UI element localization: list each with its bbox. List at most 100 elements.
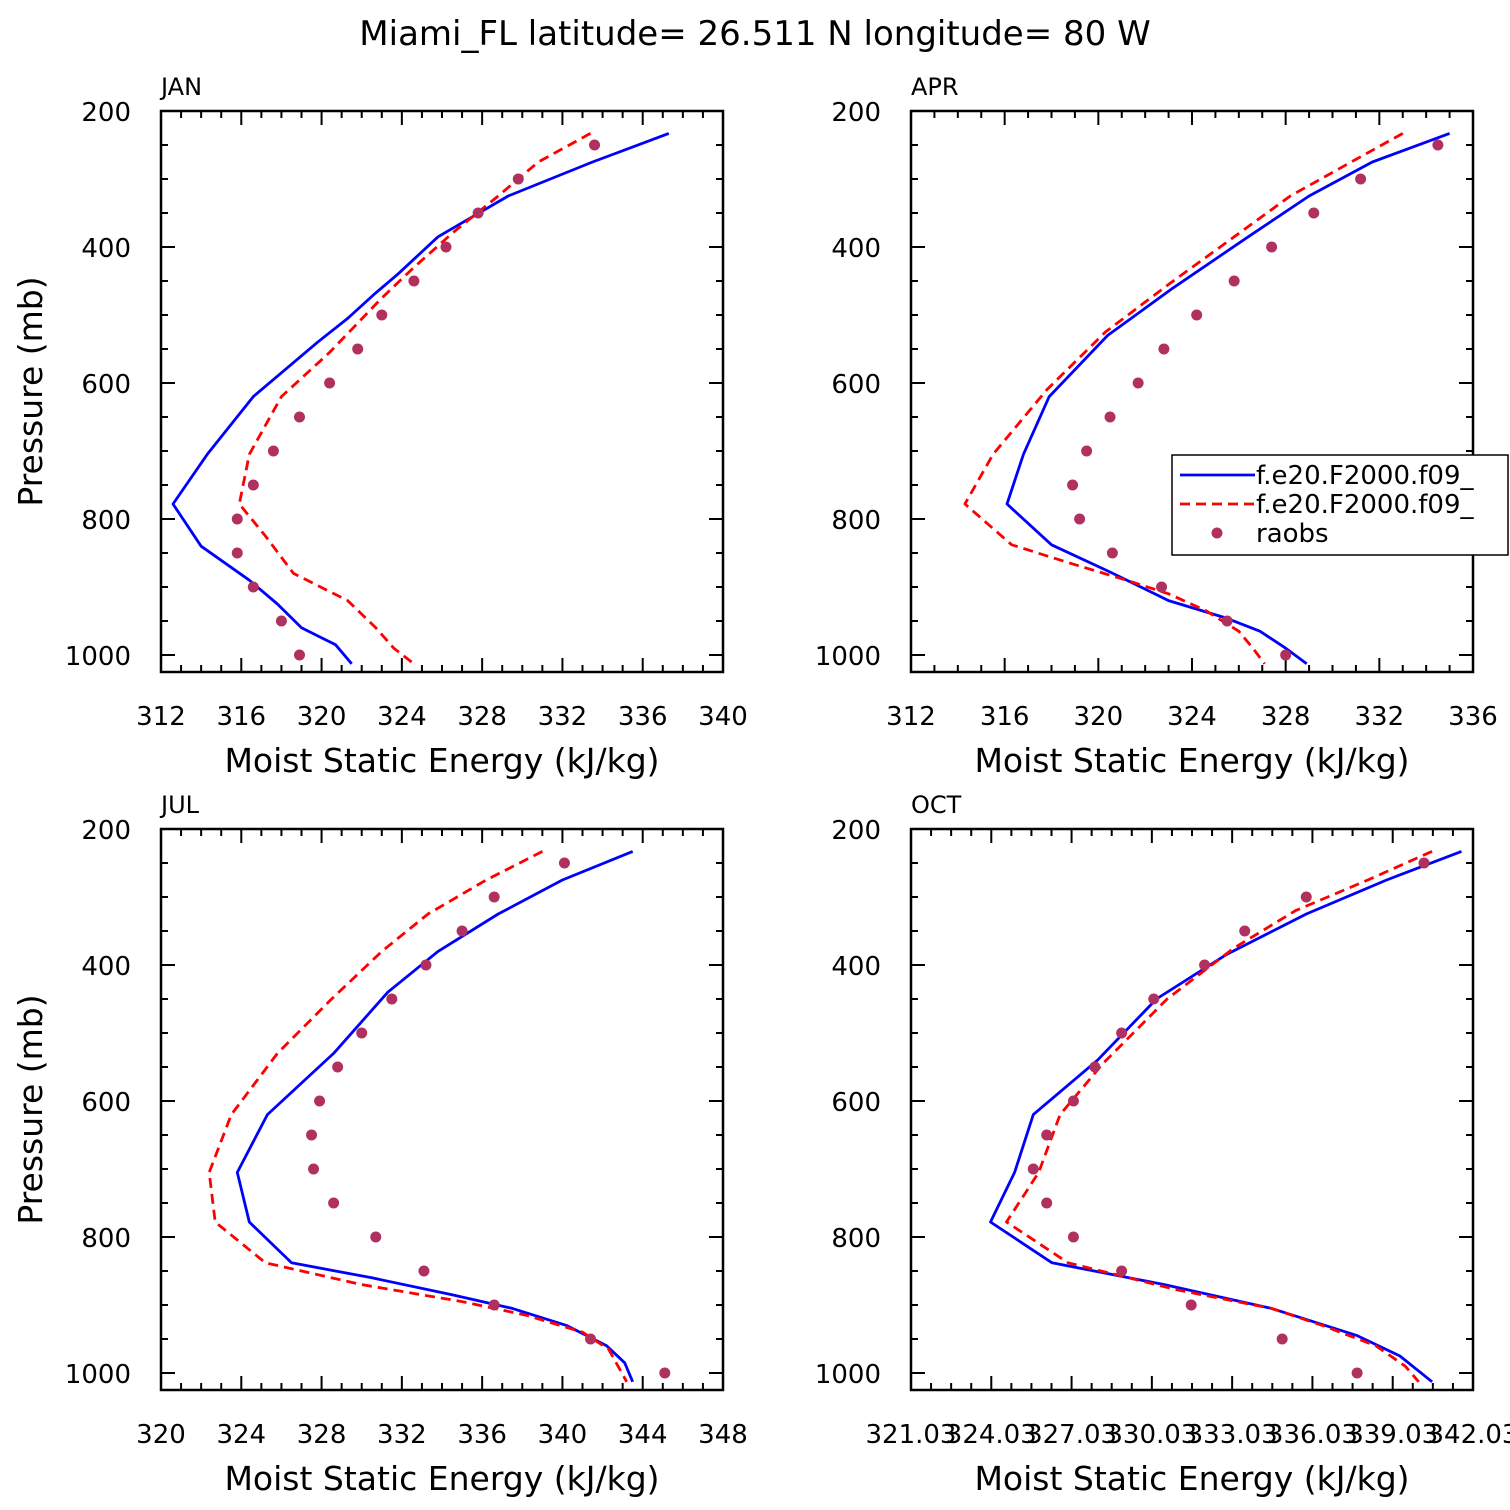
raobs-series: [306, 857, 671, 1379]
plot-area: [207, 850, 671, 1383]
raobs-point: [589, 139, 601, 151]
raobs-point: [1067, 1095, 1079, 1107]
y-tick-label: 1000: [65, 1360, 131, 1390]
y-axis-title: Pressure (mb): [11, 994, 50, 1224]
raobs-point: [1074, 513, 1086, 525]
x-tick-label: 328: [1261, 702, 1311, 732]
plot-area: [989, 850, 1462, 1383]
x-tick-label: 332: [377, 1420, 427, 1450]
raobs-point: [328, 1197, 340, 1209]
legend: f.e20.F2000.f09_f.e20.F2000.f09_raobs: [1171, 454, 1509, 556]
raobs-point: [324, 377, 336, 389]
panel-apr: APR 312 316 320 324 328 332 336 200 400 600 800 1000…: [815, 73, 1498, 780]
x-tick-label: 336: [457, 1420, 507, 1450]
x-tick-label: 332: [1355, 702, 1405, 732]
x-tick-label: 340: [538, 1420, 588, 1450]
panels: JAN 312 316 320 324 328 332 336 340 200 400 600 800 1…: [11, 73, 1510, 1498]
raobs-point: [1104, 411, 1116, 423]
raobs-series: [1067, 139, 1444, 661]
raobs-point: [247, 479, 259, 491]
x-tick-label: 316: [980, 702, 1030, 732]
y-tick-label: 1000: [815, 642, 881, 672]
raobs-point: [408, 275, 420, 287]
raobs-point: [1199, 959, 1211, 971]
plot-area: [171, 132, 670, 665]
raobs-point: [488, 891, 500, 903]
model-series-dashed: [963, 132, 1404, 665]
raobs-point: [1067, 1231, 1079, 1243]
raobs-point: [659, 1367, 671, 1379]
x-tick-label: 328: [457, 702, 507, 732]
raobs-point: [512, 173, 524, 185]
x-tick-label: 328: [297, 1420, 347, 1450]
y-tick-label: 800: [831, 1224, 881, 1254]
x-tick-label: 312: [136, 702, 186, 732]
y-tick-label: 1000: [65, 642, 131, 672]
plot-frame: [159, 827, 725, 1392]
raobs-point: [1351, 1367, 1363, 1379]
raobs-point: [456, 925, 468, 937]
panel-label: APR: [911, 73, 959, 101]
raobs-point: [1067, 479, 1079, 491]
x-tick-label: 340: [698, 702, 748, 732]
raobs-point: [1158, 343, 1170, 355]
y-tick-label: 400: [831, 952, 881, 982]
x-tick-label: 339.03: [1347, 1420, 1438, 1450]
figure-title: Miami_FL latitude= 26.511 N longitude= 8…: [359, 14, 1150, 54]
raobs-point: [1266, 241, 1278, 253]
raobs-point: [488, 1299, 500, 1311]
raobs-series: [231, 139, 601, 661]
panel-oct: OCT321.03324.03327.03330.03333.03336.033…: [815, 791, 1510, 1498]
raobs-point: [352, 343, 364, 355]
model-series-solid: [989, 850, 1462, 1383]
model-series-dashed: [207, 850, 628, 1383]
raobs-point: [1221, 615, 1233, 627]
y-tick-label: 400: [81, 234, 131, 264]
raobs-point: [1116, 1265, 1128, 1277]
y-tick-label: 200: [831, 816, 881, 846]
raobs-point: [275, 615, 287, 627]
y-tick-label: 200: [81, 98, 131, 128]
raobs-point: [472, 207, 484, 219]
raobs-point: [293, 411, 305, 423]
raobs-point: [585, 1333, 597, 1345]
y-tick-label: 600: [81, 370, 131, 400]
raobs-point: [1081, 445, 1093, 457]
panel-label: OCT: [911, 791, 962, 819]
model-series-solid: [1005, 132, 1451, 665]
x-tick-label: 320: [136, 1420, 186, 1450]
plot-frame: [909, 109, 1475, 674]
raobs-point: [1432, 139, 1444, 151]
raobs-point: [332, 1061, 344, 1073]
x-tick-label: 321.03: [866, 1420, 957, 1450]
y-tick-label: 800: [81, 506, 131, 536]
raobs-point: [418, 1265, 430, 1277]
y-tick-label: 400: [81, 952, 131, 982]
raobs-point: [1191, 309, 1203, 321]
y-tick-label: 800: [831, 506, 881, 536]
y-tick-label: 200: [831, 98, 881, 128]
raobs-series: [1027, 857, 1430, 1379]
raobs-point: [267, 445, 279, 457]
legend-entry: raobs: [1211, 519, 1329, 549]
raobs-point: [314, 1095, 326, 1107]
raobs-point: [370, 1231, 382, 1243]
x-tick-label: 336: [618, 702, 668, 732]
raobs-point: [1089, 1061, 1101, 1073]
x-tick-label: 312: [886, 702, 936, 732]
raobs-point: [1041, 1129, 1053, 1141]
x-axis-title: Moist Static Energy (kJ/kg): [224, 741, 659, 780]
y-axis-title: Pressure (mb): [11, 276, 50, 506]
x-tick-label: 327.03: [1026, 1420, 1117, 1450]
raobs-point: [231, 513, 243, 525]
raobs-point: [1027, 1163, 1039, 1175]
x-tick-label: 332: [538, 702, 588, 732]
x-tick-label: 324.03: [946, 1420, 1037, 1450]
x-tick-label: 320: [297, 702, 347, 732]
raobs-point: [558, 857, 570, 869]
x-tick-label: 336.03: [1267, 1420, 1358, 1450]
x-tick-label: 333.03: [1187, 1420, 1278, 1450]
raobs-point: [247, 581, 259, 593]
raobs-point: [1228, 275, 1240, 287]
raobs-point: [1239, 925, 1251, 937]
